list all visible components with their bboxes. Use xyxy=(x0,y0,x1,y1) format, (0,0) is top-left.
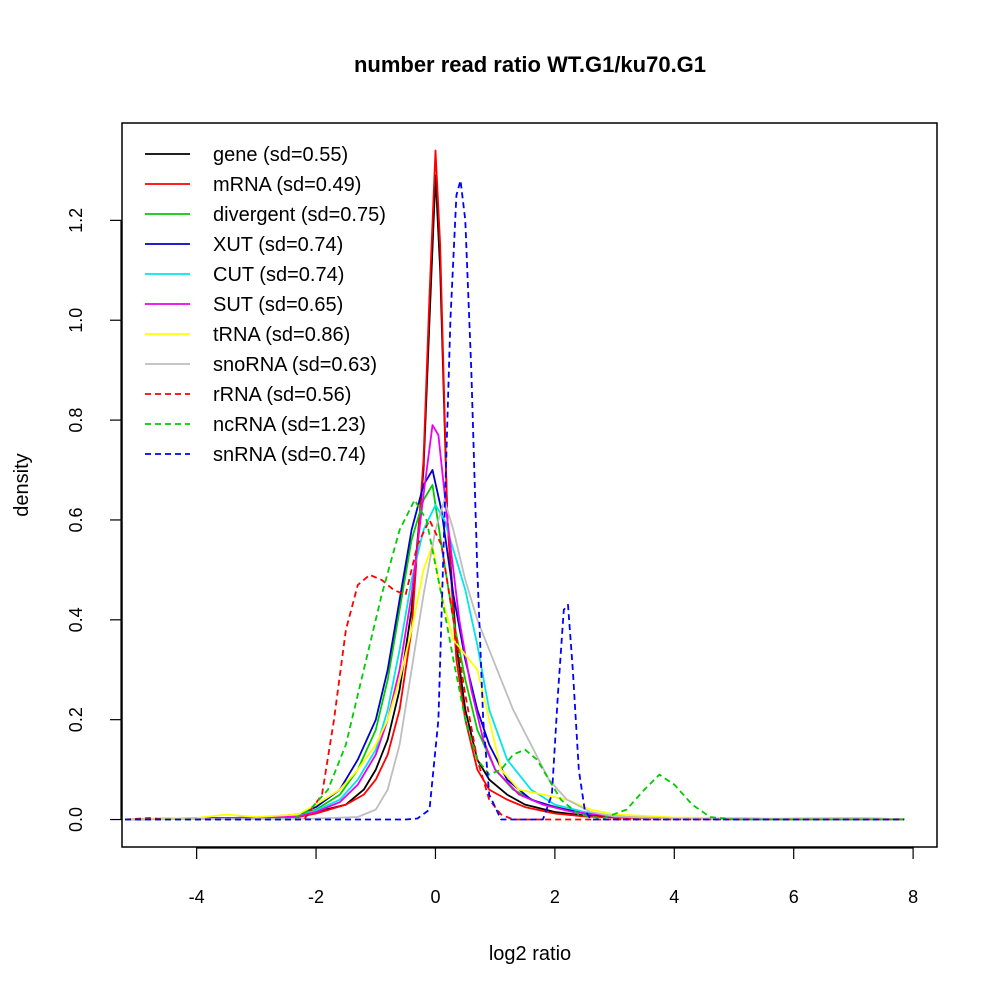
x-tick-label: 0 xyxy=(430,887,440,907)
legend-label: ncRNA (sd=1.23) xyxy=(213,414,366,436)
series-line-tRNA xyxy=(124,544,905,821)
plot-frame xyxy=(121,122,938,848)
y-tick-label: 1.2 xyxy=(66,208,86,233)
legend-label: snoRNA (sd=0.63) xyxy=(213,354,377,376)
series-line-snoRNA xyxy=(124,499,905,821)
legend: gene (sd=0.55) mRNA (sd=0.49) divergent (s… xyxy=(145,144,386,466)
series-line-CUT xyxy=(124,504,905,821)
legend-label: snRNA (sd=0.74) xyxy=(213,444,366,466)
y-tick-label: 0.4 xyxy=(66,607,86,632)
y-axis-label: density xyxy=(11,453,33,516)
series-line-mRNA xyxy=(124,149,905,821)
y-tick-label: 0.6 xyxy=(66,507,86,532)
series-line-snRNA xyxy=(125,179,905,821)
legend-label: mRNA (sd=0.49) xyxy=(213,174,361,196)
legend-label: tRNA (sd=0.86) xyxy=(213,324,350,346)
legend-label: SUT (sd=0.65) xyxy=(213,294,343,316)
legend-label: gene (sd=0.55) xyxy=(213,144,348,166)
y-tick-label: 0.8 xyxy=(66,408,86,433)
series-line-ncRNA xyxy=(125,499,905,821)
legend-label: XUT (sd=0.74) xyxy=(213,234,343,256)
series-line-SUT xyxy=(124,424,905,821)
x-tick-label: -2 xyxy=(308,887,324,907)
series-line-XUT xyxy=(124,469,905,821)
axes-layer: -4 -2 0 2 4 6 8 0.0 0.2 0.4 0.6 0.8 1.0 1.2 xyxy=(66,208,918,907)
x-axis-label: log2 ratio xyxy=(489,943,571,965)
x-tick-label: 8 xyxy=(908,887,918,907)
y-tick-label: 0.2 xyxy=(66,707,86,732)
legend-label: CUT (sd=0.74) xyxy=(213,264,344,286)
series-line-rRNA xyxy=(124,519,905,821)
legend-label: rRNA (sd=0.56) xyxy=(213,384,351,406)
series-layer xyxy=(124,149,905,821)
x-tick-label: 4 xyxy=(669,887,679,907)
y-tick-label: 1.0 xyxy=(66,308,86,333)
chart-title: number read ratio WT.G1/ku70.G1 xyxy=(354,52,706,77)
x-tick-label: -4 xyxy=(189,887,205,907)
y-tick-label: 0.0 xyxy=(66,807,86,832)
legend-label: divergent (sd=0.75) xyxy=(213,204,386,226)
x-tick-label: 6 xyxy=(789,887,799,907)
x-tick-label: 2 xyxy=(550,887,560,907)
